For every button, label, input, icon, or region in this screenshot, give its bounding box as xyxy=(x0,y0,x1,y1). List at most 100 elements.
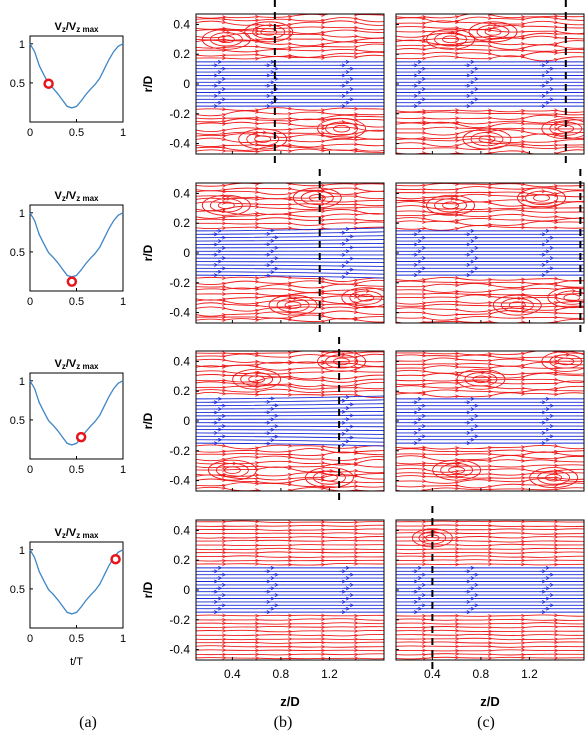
y-tick-label: -0.2 xyxy=(169,613,190,627)
outer-streamline xyxy=(196,127,384,131)
core-streamline xyxy=(196,231,384,235)
outer-streamline xyxy=(396,283,584,287)
outer-streamline xyxy=(396,301,584,304)
y-axis-label: r/D xyxy=(141,412,155,429)
x-tick-label: 0 xyxy=(27,633,33,645)
outer-streamline xyxy=(396,355,584,359)
streamline-panel-b: 0.4 0.2 0 -0.2 -0.4 r/D xyxy=(141,337,385,505)
vortex-streamline xyxy=(432,459,482,481)
stream-panels: 0.40.20-0.2-0.4r/D0.40.20-0.2-0.4r/D0.40… xyxy=(141,0,585,709)
vortex-streamline xyxy=(537,470,571,485)
panel-content xyxy=(396,521,584,659)
y-tick-label: 0 xyxy=(183,246,190,260)
vortex-streamline xyxy=(325,121,358,136)
x-axis-label: t/T xyxy=(70,656,83,668)
outer-streamline xyxy=(396,277,584,281)
vortex-streamline xyxy=(254,135,272,143)
x-tick-label: 0.4 xyxy=(424,667,441,681)
outer-streamline xyxy=(196,642,384,643)
panel-content xyxy=(396,14,584,154)
outer-streamline xyxy=(396,488,584,491)
outer-streamline xyxy=(396,525,584,527)
phase-marker xyxy=(110,553,121,565)
y-tick-label: 0.2 xyxy=(173,47,190,61)
chart-frame xyxy=(29,204,124,292)
vortex-streamline xyxy=(317,351,366,372)
chart-title: Vz/Vz max xyxy=(55,21,100,34)
outer-streamline xyxy=(396,619,584,620)
y-tick-label: 1 xyxy=(19,545,25,557)
outer-streamline xyxy=(396,358,584,361)
panel-content xyxy=(396,183,584,323)
vortex-streamline xyxy=(207,459,257,481)
outer-streamline xyxy=(196,634,384,636)
outer-streamline xyxy=(396,623,584,624)
outer-streamline xyxy=(196,615,384,616)
y-tick-label: 0.5 xyxy=(10,78,25,90)
outer-streamline xyxy=(196,18,384,22)
phase-marker xyxy=(43,78,54,89)
vortex-streamline xyxy=(470,131,504,147)
vortex-streamline xyxy=(547,287,584,309)
x-tick-label: 1 xyxy=(120,633,126,645)
outer-streamline xyxy=(396,52,584,57)
x-tick-label: 0 xyxy=(27,296,33,308)
outer-streamline xyxy=(196,654,384,655)
time-series-chart: Vz/Vz max 1 0.5 0 0.5 1 xyxy=(10,358,126,476)
title-main: V xyxy=(55,21,63,33)
core-streamline xyxy=(196,395,384,400)
vortex-streamline xyxy=(442,35,460,44)
y-axis-label: r/D xyxy=(141,581,155,598)
core-streamline xyxy=(196,271,384,275)
core-streamline xyxy=(196,414,384,417)
vortex-streamline xyxy=(232,368,282,390)
vortex-streamline xyxy=(215,463,249,478)
y-tick-label: 0.4 xyxy=(173,186,190,200)
title-slash: /V xyxy=(66,527,77,539)
outer-streamline xyxy=(196,452,384,456)
vortex-streamline xyxy=(426,194,476,216)
outer-streamline xyxy=(396,552,584,553)
streamline-panel-c xyxy=(395,0,585,168)
core-streamline xyxy=(196,429,384,432)
outer-streamline xyxy=(196,206,384,211)
vortex-streamline xyxy=(248,375,266,384)
outer-streamline xyxy=(196,51,384,57)
vortex-streamline xyxy=(440,463,474,478)
vortex-streamline xyxy=(240,372,274,387)
core-streamline xyxy=(196,432,384,435)
outer-streamline xyxy=(396,521,584,522)
y-tick-label: 1 xyxy=(19,376,25,388)
outer-streamline xyxy=(396,304,584,307)
outer-streamline xyxy=(396,280,584,283)
vortex-streamline xyxy=(549,121,583,136)
outer-streamline xyxy=(196,144,384,147)
outer-streamline xyxy=(196,371,384,374)
outer-streamline xyxy=(196,619,384,621)
title-sub1: z xyxy=(62,362,66,371)
title-sub2: z max xyxy=(76,194,99,203)
panel-label-b: (b) xyxy=(274,714,293,731)
outer-streamline xyxy=(196,536,384,538)
vortex-streamline xyxy=(541,118,584,140)
outer-streamline xyxy=(196,639,384,640)
vortex-streamline xyxy=(425,534,440,542)
outer-streamline xyxy=(396,615,584,616)
outer-streamline xyxy=(196,445,384,449)
core-streamline xyxy=(196,407,384,410)
outer-streamline xyxy=(196,362,384,367)
panel-content xyxy=(196,351,384,491)
y-tick-label: -0.4 xyxy=(169,643,190,657)
x-tick-label: 0.8 xyxy=(473,667,490,681)
outer-streamline xyxy=(396,548,584,549)
core-streamline xyxy=(196,261,384,264)
outer-streamline xyxy=(396,476,584,480)
outer-streamline xyxy=(196,213,384,218)
x-axis-label: z/D xyxy=(480,694,500,709)
core-streamline xyxy=(196,242,384,245)
x-tick-label: 0 xyxy=(27,127,33,139)
vortex-streamline xyxy=(312,470,346,485)
title-slash: /V xyxy=(66,190,77,202)
outer-streamline xyxy=(396,533,584,535)
chart-frame xyxy=(29,541,124,629)
